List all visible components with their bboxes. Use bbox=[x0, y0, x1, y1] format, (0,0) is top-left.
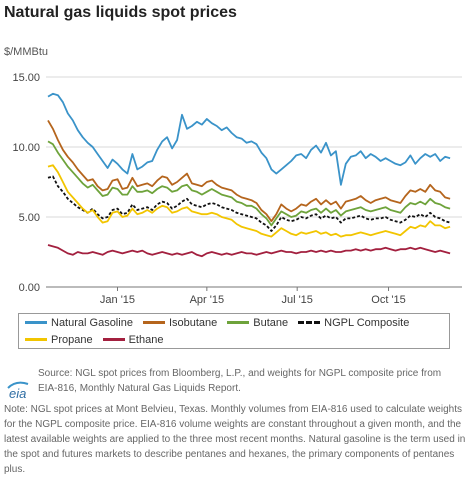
y-axis-ticks: 0.00 5.00 10.00 15.00 bbox=[12, 72, 40, 294]
source-text: Source: NGL spot prices from Bloomberg, … bbox=[38, 368, 442, 394]
legend-item: Natural Gasoline bbox=[25, 317, 133, 329]
y-tick-label: 10.00 bbox=[12, 142, 40, 154]
eia-logo: eia bbox=[7, 381, 29, 400]
legend-label: Butane bbox=[253, 316, 289, 329]
chart-legend: Natural Gasoline Isobutane Butane NGPL Comp… bbox=[18, 313, 450, 349]
legend-item: NGPL Composite bbox=[298, 317, 409, 329]
legend-item: Butane bbox=[227, 317, 288, 329]
legend-swatch bbox=[25, 338, 47, 341]
gridlines bbox=[46, 76, 462, 288]
legend-swatch bbox=[25, 321, 47, 324]
legend-label: NGPL Composite bbox=[324, 316, 410, 329]
legend-item: Ethane bbox=[102, 333, 164, 346]
series-line-natural-gasoline bbox=[47, 92, 451, 186]
x-tick-label: Jul '15 bbox=[281, 294, 312, 306]
x-tick-label: Jan '15 bbox=[100, 294, 135, 306]
legend-swatch bbox=[298, 321, 321, 324]
legend-label: Propane bbox=[51, 333, 93, 346]
logo-text: eia bbox=[9, 386, 26, 400]
legend-row: Natural Gasoline Isobutane Butane NGPL Comp… bbox=[19, 314, 449, 331]
note-text: Note: NGL spot prices at Mont Belvieu, T… bbox=[4, 404, 466, 475]
y-tick-label: 0.00 bbox=[19, 282, 40, 294]
series-line-ethane bbox=[47, 244, 451, 258]
y-tick-label: 15.00 bbox=[12, 72, 40, 84]
legend-item: Isobutane bbox=[142, 316, 218, 329]
legend-item: Propane bbox=[25, 334, 93, 346]
legend-swatch bbox=[142, 321, 165, 324]
chart-series bbox=[47, 92, 451, 258]
legend-swatch bbox=[227, 321, 250, 324]
series-line-isobutane bbox=[47, 119, 451, 223]
chart-title: Natural gas liquids spot prices bbox=[4, 4, 237, 21]
legend-label: Natural Gasoline bbox=[51, 316, 133, 329]
y-axis-unit-label: $/MMBtu bbox=[4, 46, 49, 58]
legend-row: Propane Ethane bbox=[19, 331, 449, 348]
line-chart: 0.00 5.00 10.00 15.00 Jan '15 Apr '15 Jul '15… bbox=[12, 72, 462, 306]
x-axis: Jan '15 Apr '15 Jul '15 Oct '15 bbox=[100, 287, 406, 306]
legend-swatch bbox=[102, 338, 125, 341]
x-tick-label: Apr '15 bbox=[190, 294, 225, 306]
y-tick-label: 5.00 bbox=[19, 212, 40, 224]
x-tick-label: Oct '15 bbox=[371, 294, 406, 306]
legend-label: Isobutane bbox=[168, 316, 218, 329]
legend-label: Ethane bbox=[128, 333, 164, 346]
series-line-propane bbox=[47, 164, 451, 238]
series-line-ngpl-composite bbox=[47, 175, 451, 232]
series-line-butane bbox=[47, 140, 451, 227]
